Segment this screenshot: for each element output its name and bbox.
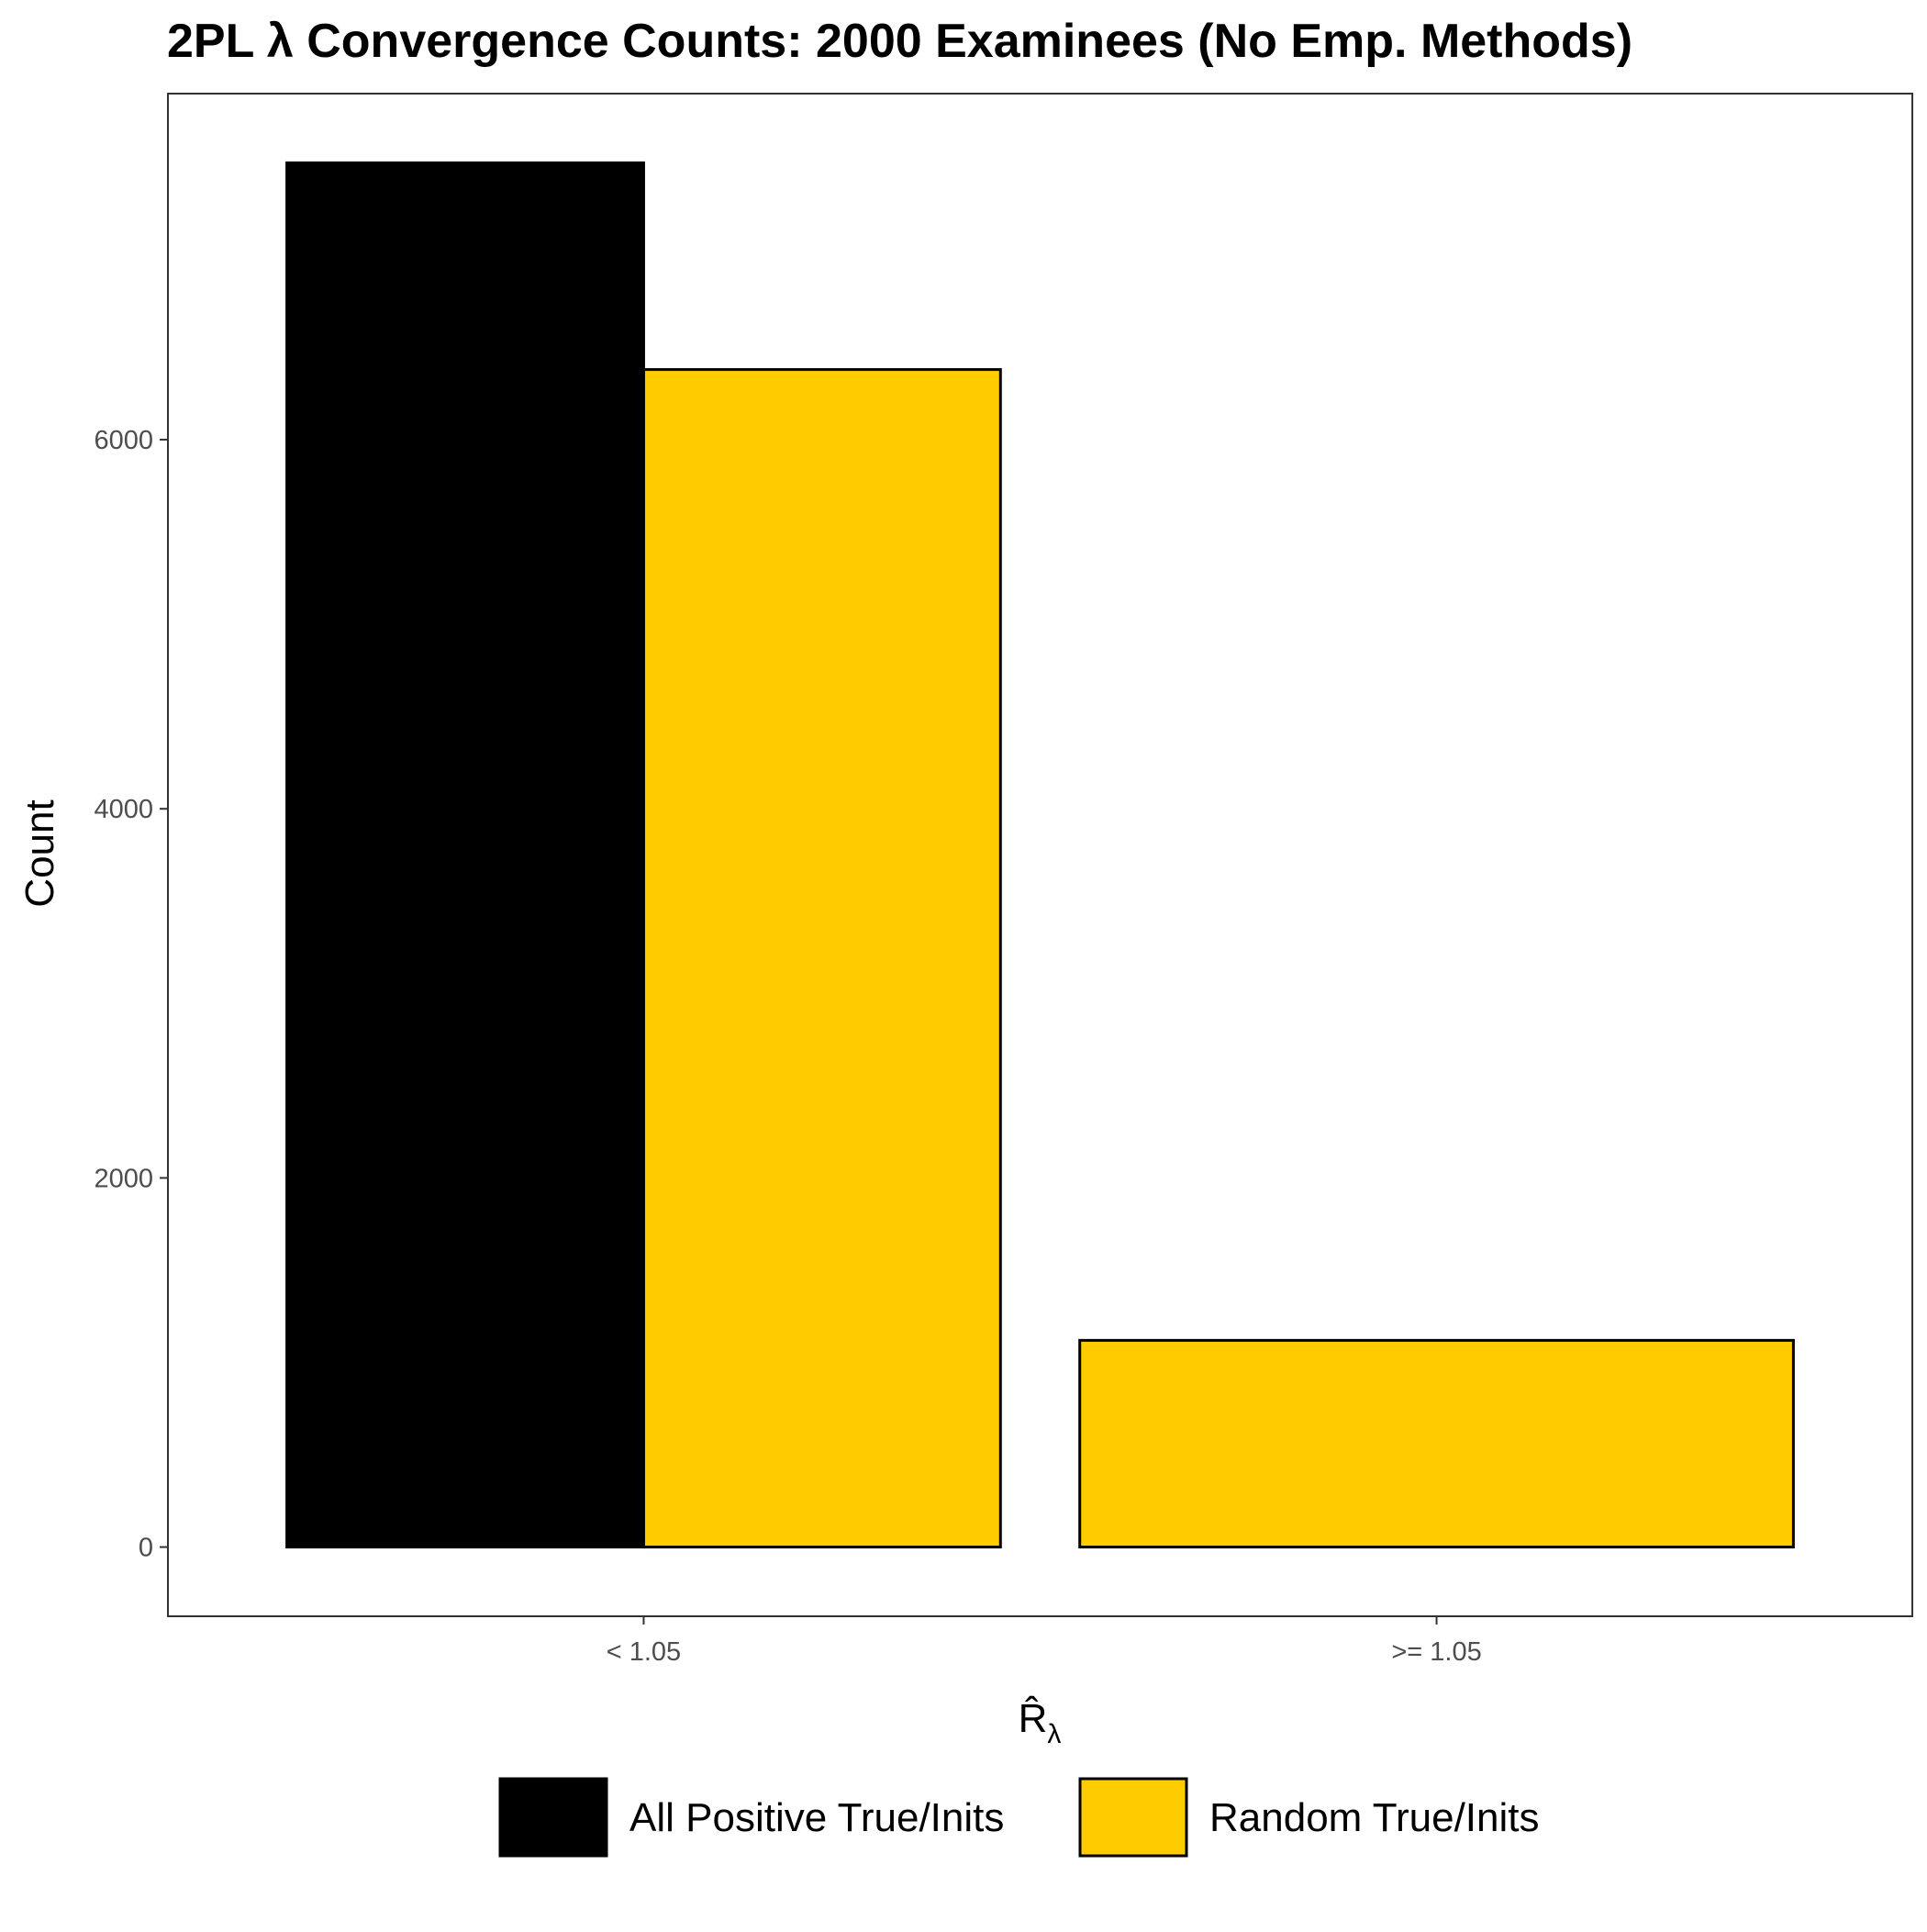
chart-title: 2PL λ Convergence Counts: 2000 Examinees… [167,15,1632,68]
legend-key-all-positive [498,1777,608,1858]
legend-key-random [1078,1777,1188,1858]
bar-random-above [1078,1338,1795,1549]
y-tick-label: 6000 [94,426,153,455]
y-axis: 0 2000 4000 6000 [94,426,168,1563]
bar-random-below [641,368,1002,1549]
bars-layer [285,161,1795,1549]
legend-label-random: Random True/Inits [1209,1795,1540,1840]
y-tick-label: 4000 [94,795,153,824]
bar-all-positive-below [285,161,645,1549]
y-tick-label: 0 [139,1534,153,1563]
x-axis-title-main: R̂ [1019,1695,1048,1741]
y-tick-label: 2000 [94,1164,153,1193]
x-axis-title: R̂λ [1019,1695,1062,1749]
x-axis-title-subscript: λ [1047,1719,1061,1749]
y-axis-title: Count [17,799,62,907]
legend-label-all-positive: All Positive True/Inits [629,1795,1004,1840]
legend: All Positive True/Inits Random True/Inits [498,1777,1540,1858]
x-tick-label: >= 1.05 [1391,1637,1481,1667]
x-tick-label: < 1.05 [607,1637,681,1667]
x-axis: < 1.05 >= 1.05 [607,1616,1482,1667]
